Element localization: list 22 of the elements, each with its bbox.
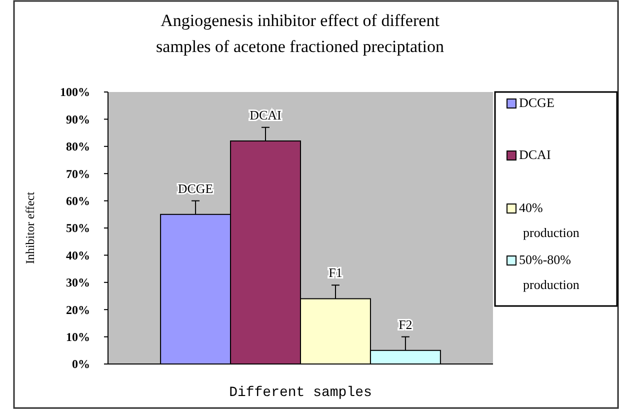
y-tick-label: 50%	[66, 221, 90, 236]
legend-label: 50%-80% production	[519, 252, 580, 292]
y-axis-title: Inhibitor effect	[23, 191, 37, 264]
legend-label: DCAI	[519, 147, 551, 162]
y-tick-label: 30%	[66, 276, 90, 290]
legend-label: 40% production	[519, 200, 580, 240]
legend-label: DCGE	[519, 95, 554, 110]
y-tick-label: 40%	[66, 248, 90, 262]
y-tick-label: 60%	[66, 194, 90, 208]
y-tick-label: 20%	[66, 302, 90, 317]
y-tick-label: 80%	[66, 140, 90, 154]
data-label: F2	[398, 316, 412, 332]
y-tick-label: 90%	[66, 112, 90, 126]
y-tick-label: 70%	[66, 166, 90, 181]
data-label: DCGE	[178, 180, 214, 196]
data-label: DCAI	[250, 107, 282, 122]
y-tick-label: 0%	[72, 357, 90, 372]
y-tick-label: 10%	[66, 330, 90, 344]
y-tick-label: 100%	[60, 85, 90, 100]
x-axis-title: Different samples	[229, 385, 372, 401]
data-label: F1	[328, 265, 342, 280]
chart-title: Angiogenesis inhibitor effect of different samples of acetone fractioned preciptation	[156, 11, 444, 56]
